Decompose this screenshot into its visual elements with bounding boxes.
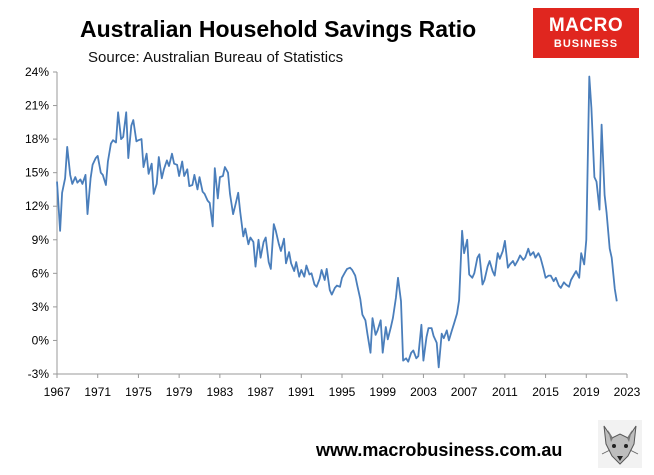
x-tick-label: 1967 xyxy=(44,385,71,399)
y-tick-label: 21% xyxy=(25,99,49,113)
x-tick-label: 1983 xyxy=(207,385,234,399)
x-tick-label: 2019 xyxy=(573,385,600,399)
x-tick-label: 1979 xyxy=(166,385,193,399)
logo-line-1: MACRO xyxy=(548,15,624,36)
page-title: Australian Household Savings Ratio xyxy=(80,16,477,42)
x-tick-label: 1971 xyxy=(84,385,111,399)
macrobusiness-logo: MACRO BUSINESS xyxy=(533,8,639,58)
fox-icon xyxy=(598,420,642,468)
x-tick-label: 2003 xyxy=(410,385,437,399)
y-tick-label: 9% xyxy=(32,233,50,247)
x-tick-label: 2015 xyxy=(532,385,559,399)
y-tick-label: 0% xyxy=(32,333,50,347)
x-tick-label: 1987 xyxy=(247,385,274,399)
savings-ratio-chart: 24% 21% 18% 15% 12% 9% 6% 3% 0% -3% 1967 1971 1975 19… xyxy=(25,65,641,399)
x-tick-label: 1991 xyxy=(288,385,315,399)
y-tick-label: 12% xyxy=(25,199,49,213)
y-tick-label: 3% xyxy=(32,300,50,314)
logo-line-2: BUSINESS xyxy=(553,38,619,50)
chart-source: Source: Australian Bureau of Statistics xyxy=(88,49,344,66)
x-tick-label: 1995 xyxy=(329,385,356,399)
y-tick-label: -3% xyxy=(28,367,50,381)
x-tick-label: 2011 xyxy=(492,385,518,399)
y-tick-label: 6% xyxy=(32,266,50,280)
x-tick-label: 1999 xyxy=(369,385,396,399)
website-url: www.macrobusiness.com.au xyxy=(316,440,563,460)
series-line xyxy=(56,75,618,369)
x-tick-label: 2007 xyxy=(451,385,478,399)
y-tick-label: 18% xyxy=(25,132,49,146)
y-tick-label: 24% xyxy=(25,65,49,79)
y-tick-label: 15% xyxy=(25,166,49,180)
x-tick-label: 2023 xyxy=(614,385,641,399)
x-tick-label: 1975 xyxy=(125,385,152,399)
